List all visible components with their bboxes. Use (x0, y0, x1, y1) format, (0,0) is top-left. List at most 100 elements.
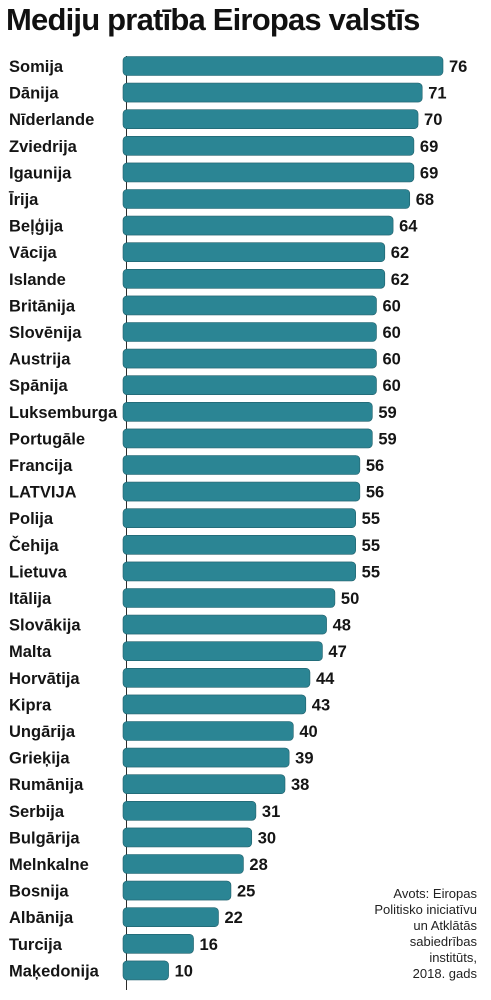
value-label: 70 (424, 111, 442, 129)
value-label: 28 (249, 856, 267, 874)
value-label: 55 (362, 510, 380, 528)
category-label: Slovākija (9, 617, 81, 635)
category-label: Austrija (9, 351, 71, 369)
bar (122, 960, 169, 981)
category-label: LATVIJA (9, 484, 77, 502)
value-label: 38 (291, 776, 309, 794)
source-line: Politisko iniciatīvu (374, 902, 477, 917)
bar (122, 428, 373, 449)
value-label: 47 (328, 643, 346, 661)
category-label: Nīderlande (9, 111, 94, 129)
value-label: 43 (312, 696, 330, 714)
category-label: Portugāle (9, 430, 85, 448)
value-label: 60 (382, 324, 400, 342)
value-label: 16 (200, 936, 218, 954)
bar (122, 614, 327, 635)
bar (122, 481, 361, 502)
value-label: 25 (237, 883, 255, 901)
value-label: 60 (382, 377, 400, 395)
value-label: 62 (391, 271, 409, 289)
category-label: Kipra (9, 696, 52, 714)
value-label: 69 (420, 138, 438, 156)
category-label: Bulgārija (9, 829, 80, 847)
value-label: 60 (382, 351, 400, 369)
bar (122, 56, 444, 76)
category-label: Slovēnija (9, 324, 82, 342)
value-label: 48 (333, 617, 351, 635)
bar (122, 721, 294, 741)
category-label: Bosnija (9, 883, 69, 901)
bar (122, 641, 323, 662)
value-label: 50 (341, 590, 359, 608)
bar (122, 933, 194, 954)
value-label: 60 (382, 297, 400, 315)
bar (122, 162, 415, 183)
value-label: 68 (416, 191, 434, 209)
value-label: 56 (366, 457, 384, 475)
bar (122, 800, 257, 821)
value-label: 59 (378, 404, 396, 422)
bar (122, 774, 286, 795)
category-label: Lietuva (9, 563, 68, 581)
bar (122, 268, 386, 289)
bar (122, 561, 356, 582)
category-label: Itālija (9, 590, 52, 608)
bar (122, 667, 311, 688)
value-label: 62 (391, 244, 409, 262)
value-label: 55 (362, 563, 380, 581)
category-label: Melnkalne (9, 856, 89, 874)
category-label: Islande (9, 271, 66, 289)
category-label: Maķedonija (9, 962, 100, 980)
value-label: 56 (366, 484, 384, 502)
bar (122, 295, 377, 316)
category-label: Serbija (9, 803, 65, 821)
source-line: un Atklātās (413, 918, 477, 933)
bar (122, 588, 336, 608)
source-line: Avots: Eiropas (393, 886, 477, 901)
value-label: 55 (362, 537, 380, 555)
bar (122, 375, 377, 396)
category-label: Albānija (9, 909, 74, 927)
bar (122, 215, 394, 236)
category-label: Spānija (9, 377, 69, 395)
value-label: 30 (258, 829, 276, 847)
bar (122, 455, 361, 475)
bar (122, 242, 386, 262)
bar (122, 854, 244, 874)
bar (122, 109, 419, 129)
bar (122, 401, 373, 422)
category-label: Dānija (9, 85, 59, 103)
category-label: Īrija (8, 190, 39, 209)
value-label: 10 (175, 962, 193, 980)
bar (122, 827, 253, 848)
category-label: Polija (9, 510, 54, 528)
bar (122, 322, 377, 342)
value-label: 69 (420, 164, 438, 182)
bar (122, 534, 356, 555)
category-label: Grieķija (9, 750, 70, 768)
category-label: Vācija (9, 244, 58, 262)
category-label: Somija (9, 58, 64, 76)
chart-title: Mediju pratība Eiropas valstīs (6, 2, 420, 37)
bar (122, 694, 307, 715)
bar (122, 348, 377, 369)
value-label: 59 (378, 430, 396, 448)
bar (122, 508, 356, 529)
bar (122, 136, 415, 156)
value-label: 40 (299, 723, 317, 741)
category-label: Luksemburga (9, 404, 118, 422)
category-label: Francija (9, 457, 73, 475)
category-label: Malta (9, 643, 52, 661)
value-label: 76 (449, 58, 467, 76)
category-label: Rumānija (9, 776, 84, 794)
category-label: Britānija (9, 297, 76, 315)
category-label: Čehija (9, 536, 59, 555)
source-line: institūts, (429, 950, 477, 965)
bar (122, 747, 290, 768)
source-note: Avots: Eiropas Politisko iniciatīvu un Atk… (337, 886, 477, 982)
source-line: 2018. gads (412, 966, 477, 981)
category-label: Horvātija (9, 670, 80, 688)
bar (122, 82, 423, 103)
value-label: 64 (399, 218, 418, 236)
